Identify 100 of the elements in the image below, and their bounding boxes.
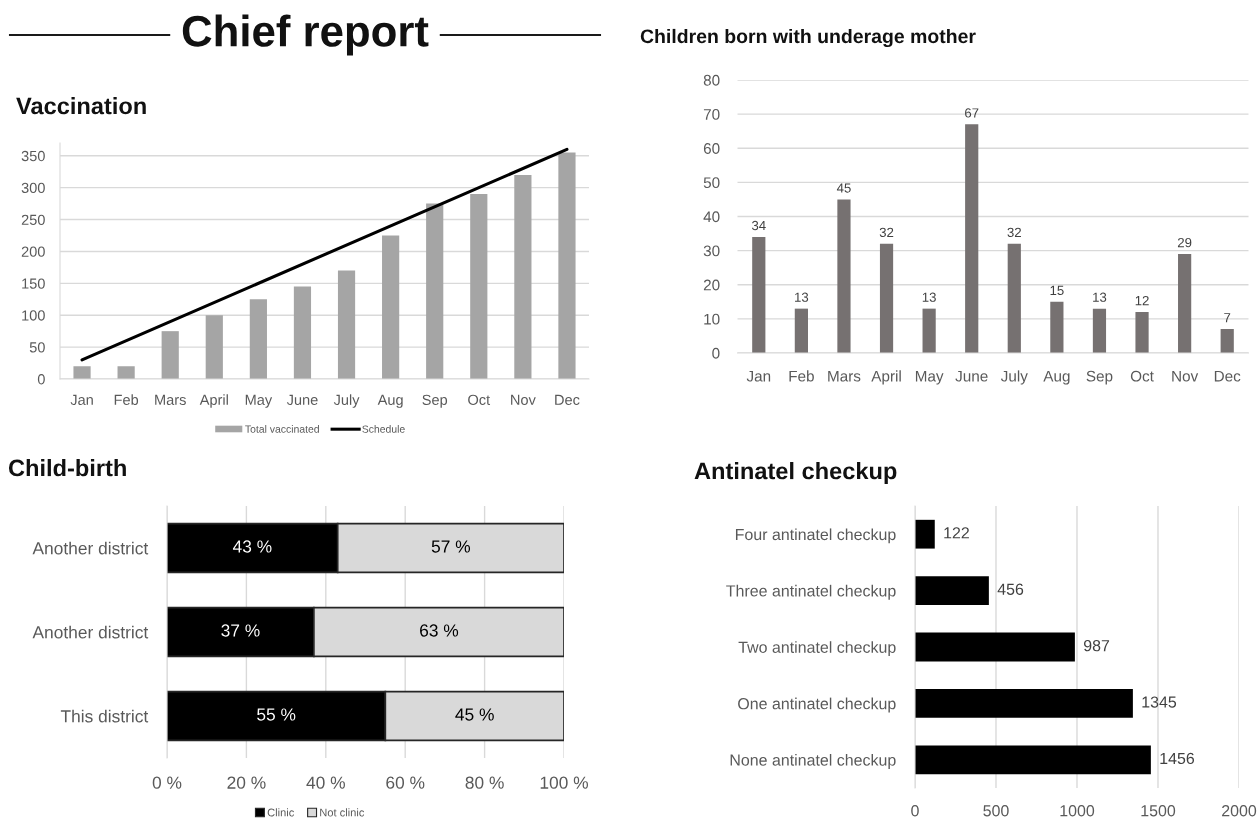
legend-label: Clinic <box>267 808 295 817</box>
data-label: 63 % <box>420 624 459 637</box>
bar <box>205 315 223 379</box>
y-tick-label: 80 <box>703 74 720 86</box>
bar <box>426 203 444 379</box>
x-tick-label: July <box>333 394 360 408</box>
x-tick-label: 500 <box>983 805 1009 817</box>
data-label: 122 <box>944 527 969 539</box>
x-tick-label: 40 % <box>306 776 345 789</box>
bar <box>117 366 135 379</box>
x-tick-label: June <box>955 370 988 382</box>
x-tick-label: Oct <box>1130 370 1154 382</box>
chart-title: Chief report <box>182 14 429 56</box>
data-label: 57 % <box>431 540 471 553</box>
x-tick-label: Nov <box>511 394 536 405</box>
y-tick-label: Four antinatel checkup <box>735 528 896 544</box>
bar <box>915 632 1075 662</box>
x-tick-label: Mars <box>828 370 861 382</box>
data-label: 13 <box>795 292 809 302</box>
bar <box>161 331 179 379</box>
data-label: 15 <box>1050 285 1064 296</box>
y-tick-label: 350 <box>21 150 45 162</box>
legend-label: Not clinic <box>320 808 365 817</box>
bar <box>514 174 532 379</box>
x-tick-label: May <box>245 394 273 408</box>
x-tick-label: Feb <box>114 394 139 405</box>
data-label: 12 <box>1135 295 1149 306</box>
bar <box>382 235 400 379</box>
data-label: 13 <box>922 292 936 302</box>
bar <box>470 194 488 379</box>
data-label: 13 <box>1093 292 1107 302</box>
bar <box>1007 243 1021 353</box>
chart-title: Children born with underage mother <box>640 28 976 48</box>
x-tick-label: 2000 <box>1222 805 1257 817</box>
data-label: 67 <box>965 108 979 118</box>
bar <box>794 308 808 353</box>
y-tick-label: 30 <box>703 245 720 257</box>
x-tick-label: Feb <box>789 370 814 382</box>
data-label: 7 <box>1224 313 1231 323</box>
y-tick-label: 50 <box>703 177 720 189</box>
y-tick-label: Three antinatel checkup <box>726 584 896 600</box>
bar <box>922 308 936 353</box>
y-tick-label: 0 <box>712 347 720 359</box>
x-tick-label: Sep <box>1086 370 1113 385</box>
y-tick-label: 40 <box>703 211 720 223</box>
bar <box>915 689 1133 718</box>
y-tick-label: 20 <box>703 279 720 291</box>
chart-title: Antinatel checkup <box>694 461 897 484</box>
data-label: 43 % <box>232 540 272 553</box>
x-tick-label: Mars <box>155 394 186 405</box>
data-label: 1345 <box>1142 696 1177 708</box>
bar <box>1178 254 1192 353</box>
y-tick-label: Another district <box>32 625 149 639</box>
data-label: 32 <box>879 227 894 238</box>
y-tick-label: One antinatel checkup <box>738 697 896 713</box>
x-tick-label: 80 % <box>465 776 504 789</box>
x-tick-label: Aug <box>377 394 403 408</box>
x-tick-label: April <box>199 394 228 408</box>
data-label: 34 <box>751 220 766 231</box>
y-tick-label: None antinatel checkup <box>730 754 896 769</box>
x-tick-label: Jan <box>70 394 93 405</box>
data-label: 45 <box>836 183 851 193</box>
x-tick-label: May <box>915 370 944 385</box>
data-label: 32 <box>1007 227 1021 238</box>
bar <box>337 270 356 379</box>
x-tick-label: 1500 <box>1141 805 1176 817</box>
data-label: 456 <box>997 583 1024 595</box>
bar <box>879 243 894 353</box>
y-tick-label: 60 <box>703 143 720 154</box>
data-label: 55 % <box>257 708 296 721</box>
bar <box>73 366 91 379</box>
x-tick-label: Dec <box>555 394 580 405</box>
bar <box>1050 301 1064 353</box>
x-tick-label: Aug <box>1043 370 1070 385</box>
x-tick-label: 0 <box>911 805 919 817</box>
bar <box>293 286 312 379</box>
x-tick-label: 60 % <box>386 776 425 789</box>
y-tick-label: This district <box>60 709 149 723</box>
x-tick-label: 1000 <box>1060 805 1095 817</box>
y-tick-label: Two antinatel checkup <box>738 641 896 657</box>
y-tick-label: 10 <box>704 313 720 325</box>
x-tick-label: Jan <box>746 370 771 382</box>
y-tick-label: 50 <box>29 342 45 353</box>
x-tick-label: July <box>1000 370 1028 385</box>
legend-label: Total vaccinated <box>245 425 319 433</box>
y-tick-label: 300 <box>21 182 45 194</box>
bar <box>915 745 1151 775</box>
chart-title: Child-birth <box>8 458 126 477</box>
data-label: 45 % <box>455 708 494 721</box>
data-label: 987 <box>1083 639 1110 652</box>
bar <box>915 519 935 549</box>
bar <box>1135 312 1149 353</box>
x-tick-label: 100 % <box>540 776 588 789</box>
bar <box>1220 329 1234 353</box>
y-tick-label: 250 <box>21 214 45 225</box>
bar <box>837 199 851 353</box>
bar <box>915 576 989 605</box>
x-tick-label: Sep <box>422 394 448 408</box>
x-tick-label: 20 % <box>227 776 266 789</box>
x-tick-label: April <box>871 370 901 385</box>
